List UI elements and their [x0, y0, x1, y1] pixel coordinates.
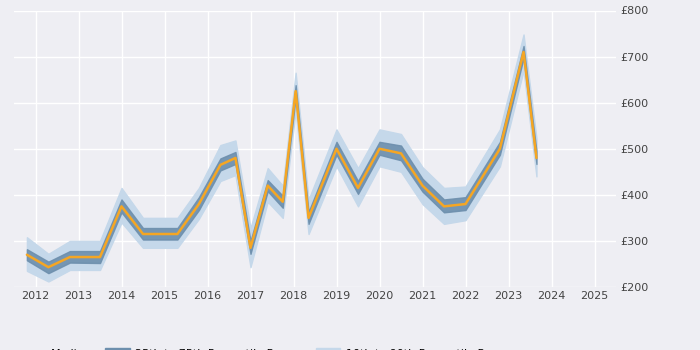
Legend: Median, 25th to 75th Percentile Range, 10th to 90th Percentile Range: Median, 25th to 75th Percentile Range, 1…	[21, 348, 512, 350]
